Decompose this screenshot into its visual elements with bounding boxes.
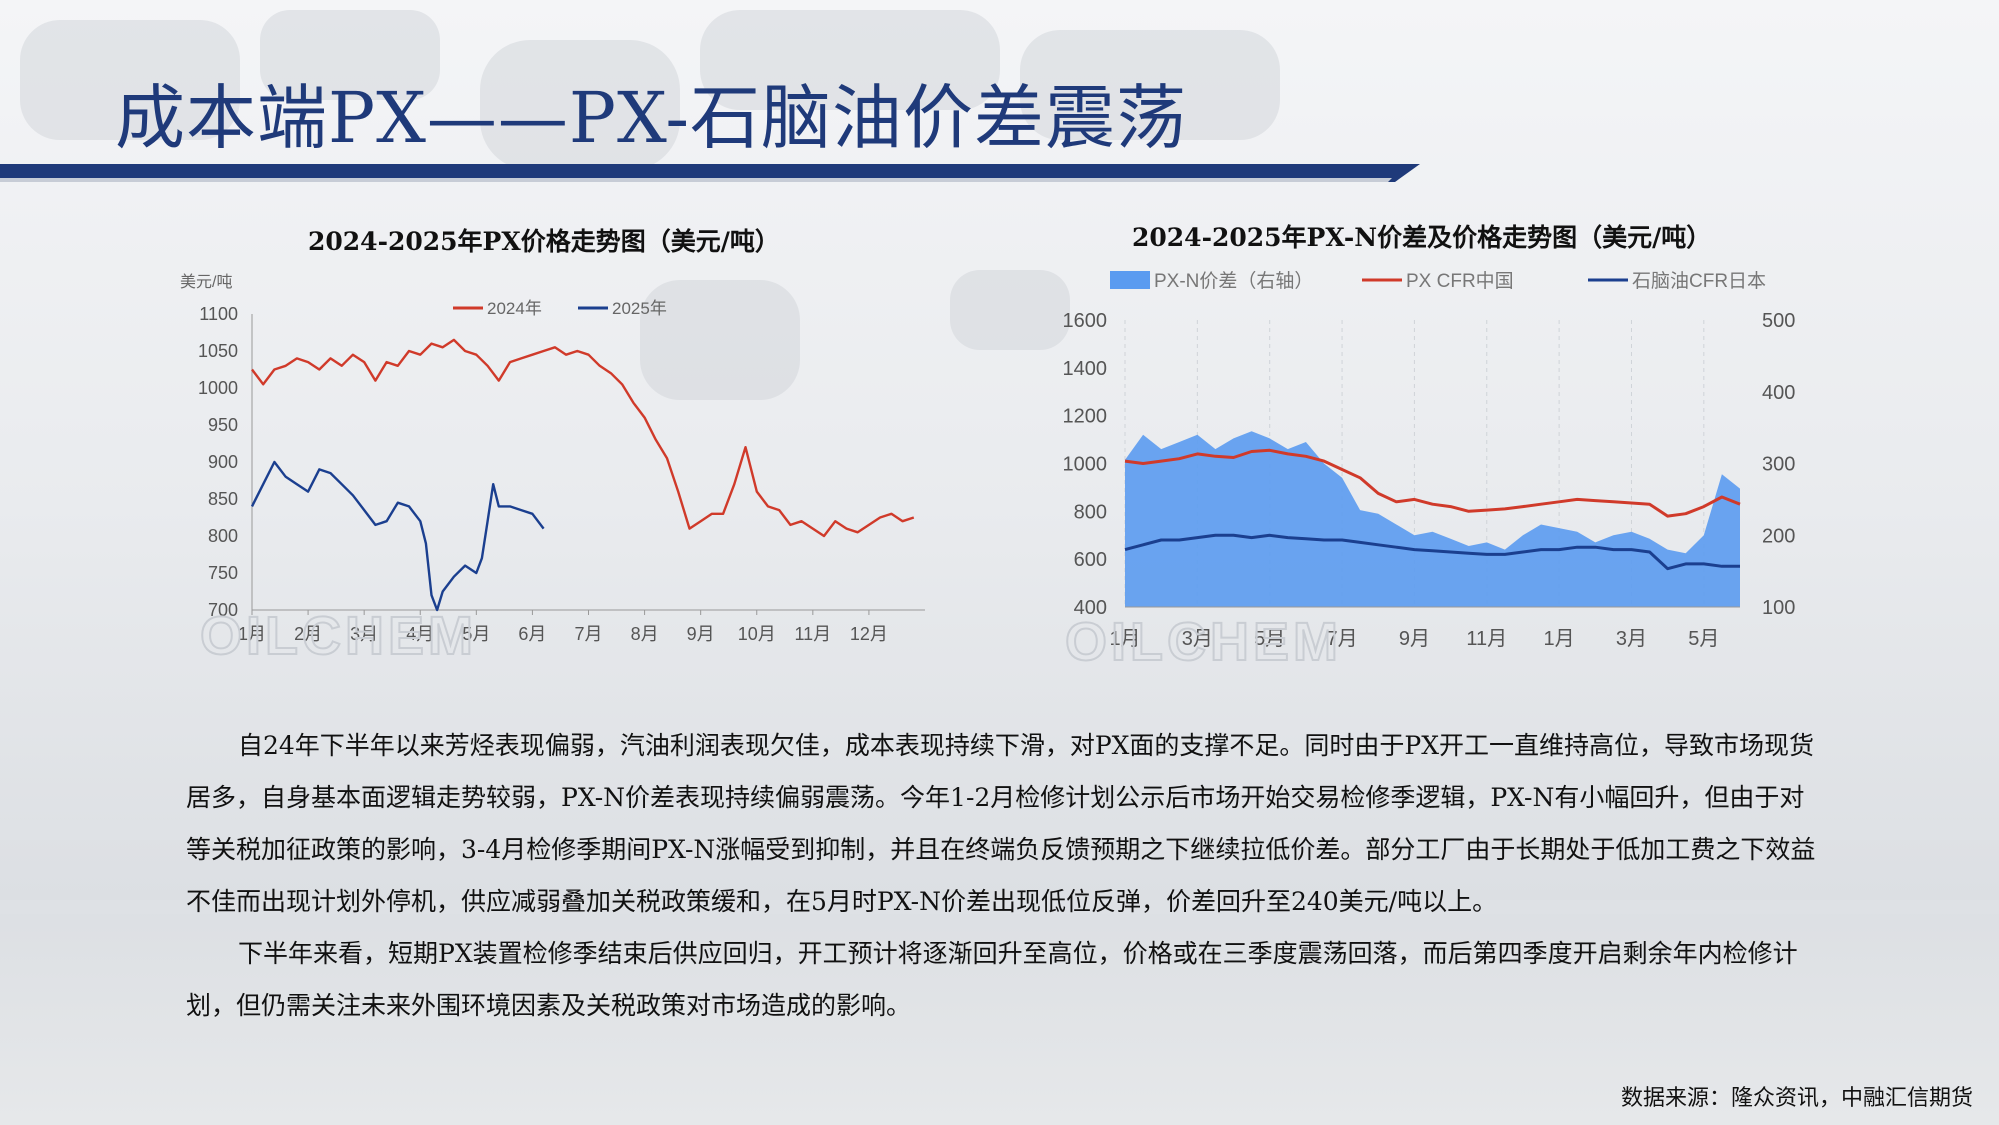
chart2-pxn-spread: 400 600 800 1000 1200 1400 1600 100 200 300 400 500… [1063, 270, 1796, 665]
chart2-y2tick-label: 100 [1762, 597, 1795, 619]
chart2-xtick-label: 3月 [1616, 628, 1647, 650]
chart2-title: 2024-2025年PX-N价差及价格走势图（美元/吨） [1132, 223, 1712, 252]
chart2-xtick-label: 7月 [1326, 628, 1357, 650]
chart1-ytick-label: 850 [208, 489, 238, 509]
chart1-watermark: OILCHEM [200, 606, 477, 662]
chart2-legend-swatch [1110, 271, 1150, 289]
chart1-series-line-1 [251, 338, 915, 538]
chart1-xtick-label: 1月 [238, 624, 266, 644]
chart2-xtick-label: 11月 [1466, 628, 1507, 650]
chart2-ytick-label: 1600 [1063, 310, 1108, 332]
chart1-xtick-label: 12月 [850, 624, 888, 644]
chart1-legend-label: 2024年 [487, 299, 542, 318]
chart2-ytick-label: 800 [1074, 501, 1107, 523]
chart2-spread-area [1125, 431, 1740, 607]
chart1-ylabel: 美元/吨 [180, 273, 232, 291]
chart1-xtick-label: 6月 [518, 624, 546, 644]
chart2-y2tick-label: 400 [1762, 382, 1795, 404]
chart2-watermark: OILCHEM [1065, 612, 1342, 665]
chart2-legend-label: PX-N价差（右轴） [1154, 270, 1313, 292]
chart2-xtick-label: 3月 [1182, 628, 1213, 650]
chart2-y2tick-label: 200 [1762, 525, 1795, 547]
chart2-ytick-label: 1400 [1063, 358, 1108, 380]
chart1-px-price: 美元/吨 700 750 800 850 900 950 1000 1050 1100 1月 2月 3月… [180, 273, 925, 662]
title-underline-bar [0, 164, 1420, 182]
chart1-xtick-label: 4月 [406, 624, 434, 644]
chart1-ytick-label: 1050 [198, 341, 238, 361]
chart1-ytick-label: 950 [208, 415, 238, 435]
chart1-ytick-label: 900 [208, 452, 238, 472]
data-source: 数据来源：隆众资讯，中融汇信期货 [1620, 1086, 1973, 1111]
chart2-y2tick-label: 300 [1762, 454, 1795, 476]
page-title: 成本端PX——PX-石脑油价差震荡 [115, 77, 1188, 159]
chart1-xtick-label: 9月 [687, 624, 715, 644]
chart2-ytick-label: 400 [1074, 597, 1107, 619]
chart1-legend-label: 2025年 [612, 299, 667, 318]
chart2-xtick-label: 9月 [1399, 628, 1430, 650]
paragraph-2: 下半年来看，短期PX装置检修季结束后供应回归，开工预计将逐渐回升至高位，价格或在… [186, 939, 1798, 1020]
chart2-legend-label: 石脑油CFR日本 [1632, 270, 1766, 292]
paragraph-1: 自24年下半年以来芳烃表现偏弱，汽油利润表现欠佳，成本表现持续下滑，对PX面的支… [186, 731, 1816, 916]
chart1-xtick-label: 11月 [794, 624, 831, 644]
chart2-xtick-label: 1月 [1109, 628, 1140, 650]
chart1-xtick-label: 7月 [574, 624, 602, 644]
chart1-ytick-label: 700 [208, 600, 238, 620]
chart2-xtick-label: 5月 [1254, 628, 1285, 650]
chart2-xtick-label: 1月 [1544, 628, 1575, 650]
chart2-series-line-2 [1124, 533, 1740, 571]
chart1-ytick-label: 750 [208, 563, 238, 583]
chart1-xtick-label: 5月 [462, 624, 490, 644]
chart1-title: 2024-2025年PX价格走势图（美元/吨） [308, 227, 780, 256]
chart2-y2tick-label: 500 [1762, 310, 1795, 332]
chart1-series-line-2 [250, 460, 545, 612]
chart1-ytick-label: 1000 [198, 378, 238, 398]
chart1-xtick-label: 2月 [294, 624, 322, 644]
chart2-series-line-1 [1124, 448, 1741, 518]
analysis-text: 自24年下半年以来芳烃表现偏弱，汽油利润表现欠佳，成本表现持续下滑，对PX面的支… [186, 720, 1826, 1032]
chart1-ytick-label: 800 [208, 526, 238, 546]
chart2-legend-label: PX CFR中国 [1406, 270, 1514, 292]
chart2-ytick-label: 1000 [1063, 454, 1108, 476]
chart2-xtick-label: 5月 [1688, 628, 1719, 650]
chart1-xtick-label: 3月 [350, 624, 378, 644]
chart1-xtick-label: 10月 [738, 624, 776, 644]
chart1-ytick-label: 1100 [199, 304, 238, 324]
chart2-ytick-label: 600 [1074, 549, 1107, 571]
chart1-xtick-label: 8月 [631, 624, 659, 644]
chart2-ytick-label: 1200 [1063, 406, 1108, 428]
